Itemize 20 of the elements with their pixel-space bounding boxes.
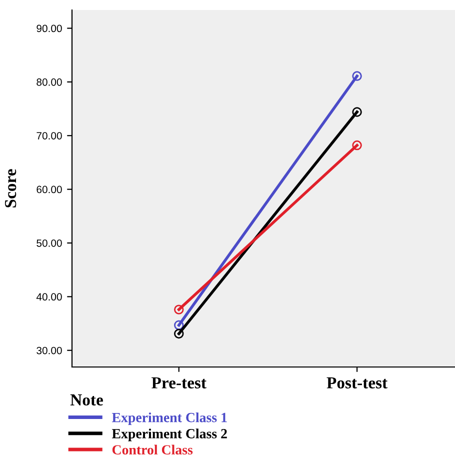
point [352,140,362,150]
legend-title: Note [70,394,103,406]
x-tick-label: Post-test [326,377,388,388]
legend-label: Control Class [112,444,193,455]
point [174,328,184,339]
y-tick-label: 70.00 [36,132,62,140]
legend-label: Experiment Class 2 [112,428,227,442]
point [174,304,184,314]
y-tick-label: 50.00 [36,239,62,247]
point [352,71,362,81]
y-axis-title: Score [4,169,16,208]
y-tick-label: 90.00 [36,24,62,32]
y-tick-label: 40.00 [36,293,62,301]
point [174,320,184,330]
y-tick-label: 60.00 [36,186,62,194]
y-tick-label: 80.00 [36,78,62,86]
y-tick-label: 30.00 [36,346,62,354]
legend-label: Experiment Class 1 [112,412,227,426]
x-tick-label: Pre-test [152,377,206,388]
point [352,107,362,117]
